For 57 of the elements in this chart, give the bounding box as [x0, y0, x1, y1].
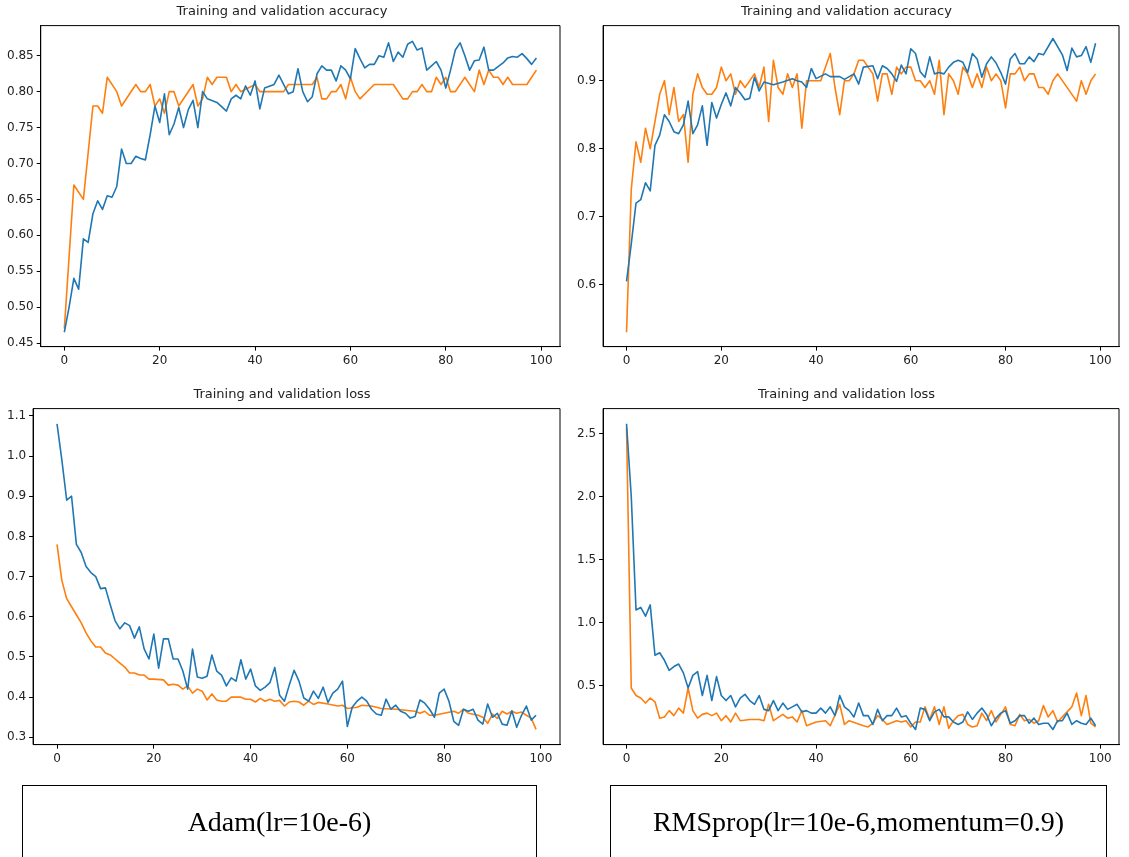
y-tick-label: 0.45: [7, 335, 34, 350]
x-tick-label: 100: [529, 352, 553, 367]
x-tick-label: 60: [903, 750, 919, 765]
y-tick-label: 0.75: [7, 119, 34, 134]
y-tick-label: 0.7: [576, 208, 597, 223]
y-tick-label: 2.0: [576, 488, 597, 503]
y-tick-label: 0.70: [7, 155, 34, 170]
text: RMSprop(lr=10e-6,momentum=0.9): [610, 785, 1107, 857]
x-tick-label: 100: [1088, 750, 1112, 765]
x-tick-label: 20: [713, 352, 729, 367]
y-tick-label: 1.5: [576, 551, 597, 566]
x-tick-label: 0: [622, 750, 631, 765]
chart-title: Training and validation loss: [192, 386, 371, 402]
x-tick-label: 0: [53, 750, 61, 765]
x-tick-label: 60: [339, 750, 355, 765]
y-tick-label: 0.3: [6, 729, 27, 744]
x-tick-label: 40: [808, 352, 824, 367]
x-tick-label: 80: [997, 750, 1014, 765]
x-tick-label: 20: [146, 750, 162, 765]
x-tick-label: 40: [242, 750, 259, 765]
y-tick-label: 0.80: [7, 83, 34, 98]
x-tick-label: 60: [903, 352, 919, 367]
x-tick-label: 0: [622, 352, 631, 367]
chart-title: Training and validation accuracy: [175, 3, 388, 19]
y-tick-label: 0.50: [7, 299, 34, 314]
y-tick-label: 0.8: [576, 140, 597, 155]
y-tick-label: 0.60: [7, 227, 34, 242]
y-tick-label: 1.1: [6, 407, 27, 422]
x-tick-label: 60: [342, 352, 359, 367]
x-tick-label: 0: [60, 352, 69, 367]
y-tick-label: 0.6: [6, 608, 27, 623]
x-tick-label: 20: [713, 750, 729, 765]
text: Adam(lr=10e-6): [22, 785, 537, 857]
y-tick-label: 0.5: [6, 649, 27, 664]
x-tick-label: 80: [436, 750, 452, 765]
y-tick-label: 0.6: [576, 276, 597, 291]
y-tick-label: 0.55: [7, 263, 34, 278]
y-tick-label: 0.65: [7, 191, 34, 206]
y-tick-label: 0.4: [6, 689, 27, 704]
y-tick-label: 0.8: [6, 528, 27, 543]
y-tick-label: 0.9: [6, 488, 27, 503]
y-tick-label: 2.5: [576, 425, 597, 440]
chart-title: Training and validation accuracy: [740, 3, 953, 19]
x-tick-label: 40: [808, 750, 824, 765]
y-tick-label: 1.0: [576, 614, 597, 629]
y-tick-label: 0.9: [576, 72, 597, 87]
chart-title: Training and validation loss: [756, 386, 936, 402]
y-tick-label: 0.5: [576, 677, 597, 692]
x-tick-label: 100: [1088, 352, 1112, 367]
y-tick-label: 1.0: [6, 448, 27, 463]
y-tick-label: 0.85: [7, 47, 34, 62]
x-tick-label: 80: [997, 352, 1014, 367]
x-tick-label: 80: [438, 352, 454, 367]
x-tick-label: 40: [247, 352, 263, 367]
y-tick-label: 0.7: [6, 568, 27, 583]
x-tick-label: 100: [529, 750, 553, 765]
x-tick-label: 20: [152, 352, 168, 367]
